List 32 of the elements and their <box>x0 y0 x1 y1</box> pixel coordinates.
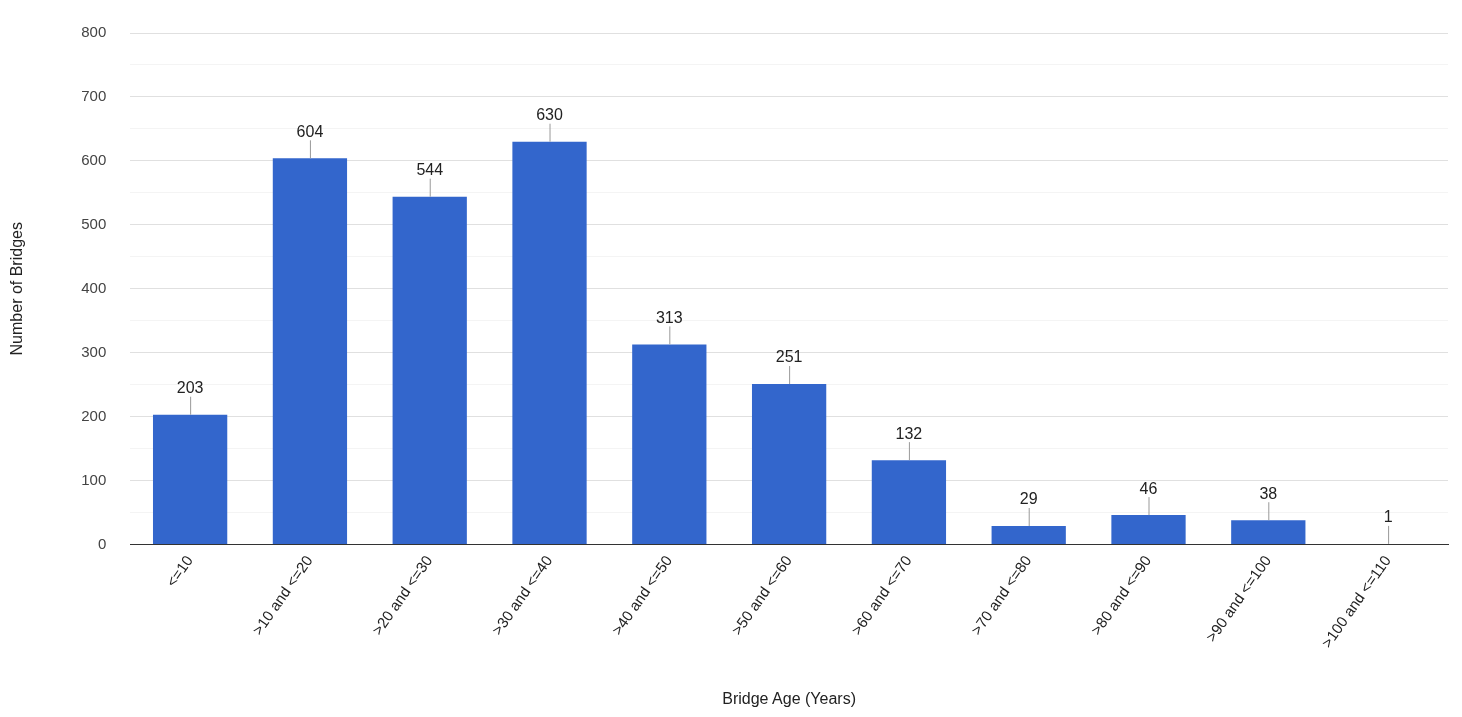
data-label: 630 <box>536 106 563 124</box>
bar <box>632 344 707 545</box>
y-tick-label: 800 <box>81 23 107 41</box>
y-tick-label: 200 <box>81 406 107 424</box>
data-label: 313 <box>655 308 683 326</box>
y-tick-label: 300 <box>81 342 107 360</box>
data-label: 544 <box>416 161 444 179</box>
bar <box>152 414 228 545</box>
data-label: 132 <box>895 424 923 442</box>
bar <box>392 196 467 545</box>
data-label: 1 <box>1383 508 1393 526</box>
y-tick-label: 100 <box>81 470 107 488</box>
data-label: 29 <box>1019 490 1038 508</box>
bar <box>512 141 587 545</box>
bar <box>751 384 827 545</box>
data-label: 38 <box>1259 484 1278 502</box>
y-tick-label: 0 <box>97 534 107 552</box>
data-label: 251 <box>775 348 803 366</box>
y-tick-label: 400 <box>81 278 107 296</box>
data-label: 46 <box>1139 479 1158 497</box>
x-axis-title: Bridge Age (Years) <box>722 689 856 707</box>
y-tick-label: 700 <box>81 87 107 105</box>
y-axis-title: Number of Bridges <box>8 222 26 356</box>
bar <box>871 460 947 545</box>
bar <box>1231 520 1306 545</box>
bar <box>1111 515 1186 545</box>
y-tick-label: 500 <box>81 214 107 232</box>
data-label: 203 <box>176 379 204 397</box>
data-label: 604 <box>296 122 324 140</box>
bar <box>991 525 1066 545</box>
y-tick-label: 600 <box>81 151 107 169</box>
bar <box>272 158 348 545</box>
